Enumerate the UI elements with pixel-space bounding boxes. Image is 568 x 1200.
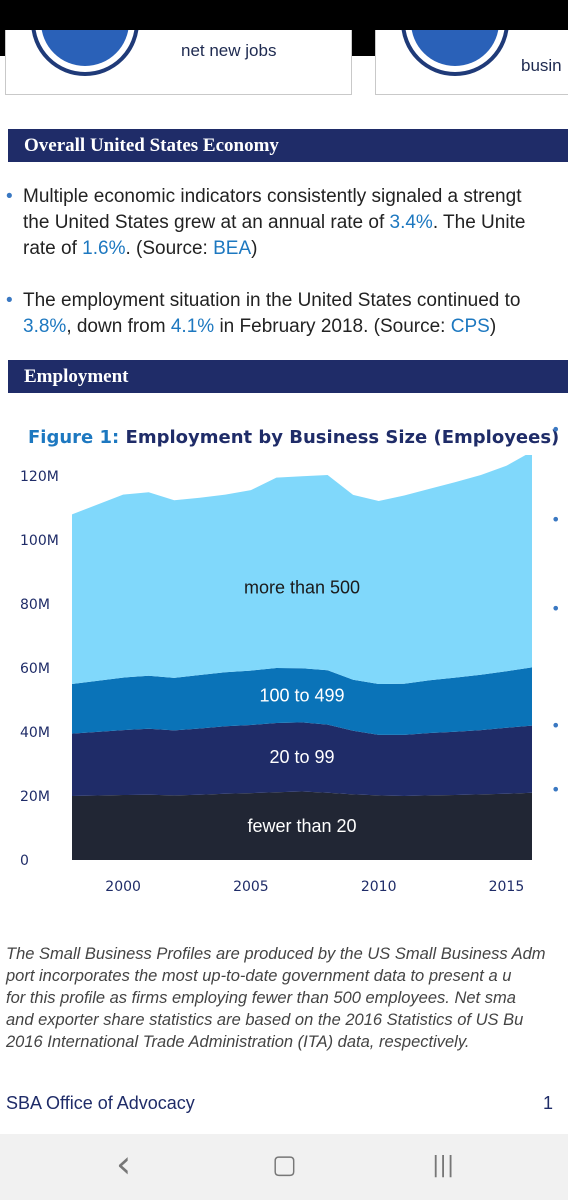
y-tick-label: 120M [20,469,59,485]
section-header-economy: Overall United States Economy [8,129,568,162]
disclaimer-line: and exporter share statistics are based … [6,1011,524,1029]
bullet-text: . The Unite [432,212,526,233]
x-tick-label: 2005 [233,879,269,895]
business-circle-icon [401,30,509,76]
x-tick-label: 2015 [489,879,525,895]
y-tick-label: 100M [20,533,59,549]
bullet-dot: • [551,716,561,735]
bullet-dot: • [551,599,561,618]
bullet-text: ) [251,238,258,259]
area-label: 100 to 499 [259,685,344,705]
section-header-employment: Employment [8,360,568,393]
area-label: fewer than 20 [247,816,356,836]
stat-card-label: net new jobs [181,41,277,60]
footer-publisher: SBA Office of Advocacy [6,1093,195,1113]
bullet-dot: • [551,510,561,529]
figure-number: Figure 1: [28,427,120,448]
recents-icon[interactable]: ||| [432,1153,455,1178]
disclaimer-line: for this profile as firms employing fewe… [6,989,516,1007]
area-100-to-499 [72,667,532,735]
home-icon[interactable]: ▢ [272,1150,297,1180]
y-tick-label: 20M [20,789,50,805]
bullet-text: rate of [23,238,83,259]
area-20-to-99 [72,722,532,796]
cps-source-link[interactable]: CPS [450,316,490,337]
bullet-text: the United States grew at an annual rate… [23,212,390,233]
y-tick-label: 40M [20,725,50,741]
android-nav-bar: ‹ ▢ ||| [0,1134,568,1200]
disclaimer-text: The Small Business Profiles are produced… [6,943,568,1053]
bullet-text: , down from [66,316,171,337]
people-circle-icon [31,30,139,76]
gdp-growth-link[interactable]: 3.4% [389,212,433,233]
figure-caption: Employment by Business Size (Employees) [125,427,560,448]
x-tick-label: 2010 [361,879,397,895]
bullet-text: in February 2018. (Source: [214,316,451,337]
bullet-line: Multiple economic indicators consistentl… [23,186,522,207]
employment-area-chart: fewer than 20 20 to 99 100 to 499 more than… [20,455,532,895]
y-tick-label: 80M [20,597,50,613]
bullet-dot: • [551,420,561,439]
bea-source-link[interactable]: BEA [213,238,252,259]
y-tick-label: 60M [20,661,50,677]
back-icon[interactable]: ‹ [116,1142,132,1186]
rate-link[interactable]: 1.6% [82,238,126,259]
prior-rate-link[interactable]: 4.1% [170,316,215,337]
disclaimer-line: The Small Business Profiles are produced… [6,945,546,963]
x-tick-label: 2000 [105,879,141,895]
area-label: 20 to 99 [269,747,334,767]
area-fewer-than-20 [72,791,532,860]
bullet-text: ) [489,316,497,337]
y-tick-label: 0 [20,853,29,869]
area-more-than-500 [72,455,532,684]
disclaimer-line: 2016 International Trade Administration … [6,1033,470,1051]
disclaimer-line: port incorporates the most up-to-date go… [6,967,512,985]
bullet-dot: • [6,186,13,207]
unemployment-rate-link[interactable]: 3.8% [23,316,67,337]
stat-card-label: busin [521,56,562,75]
bullet-dot: • [6,290,13,311]
bullet-line: The employment situation in the United S… [23,290,521,311]
stat-card-businesses: busin [375,30,568,95]
stat-card-net-new-jobs: net new jobs [5,30,352,95]
page-number: 1 [543,1093,554,1113]
bullet-text: . (Source: [125,238,214,259]
area-label: more than 500 [244,578,360,598]
figure-title: Figure 1: Employment by Business Size (E… [28,427,559,448]
bullet-dot: • [551,780,561,799]
